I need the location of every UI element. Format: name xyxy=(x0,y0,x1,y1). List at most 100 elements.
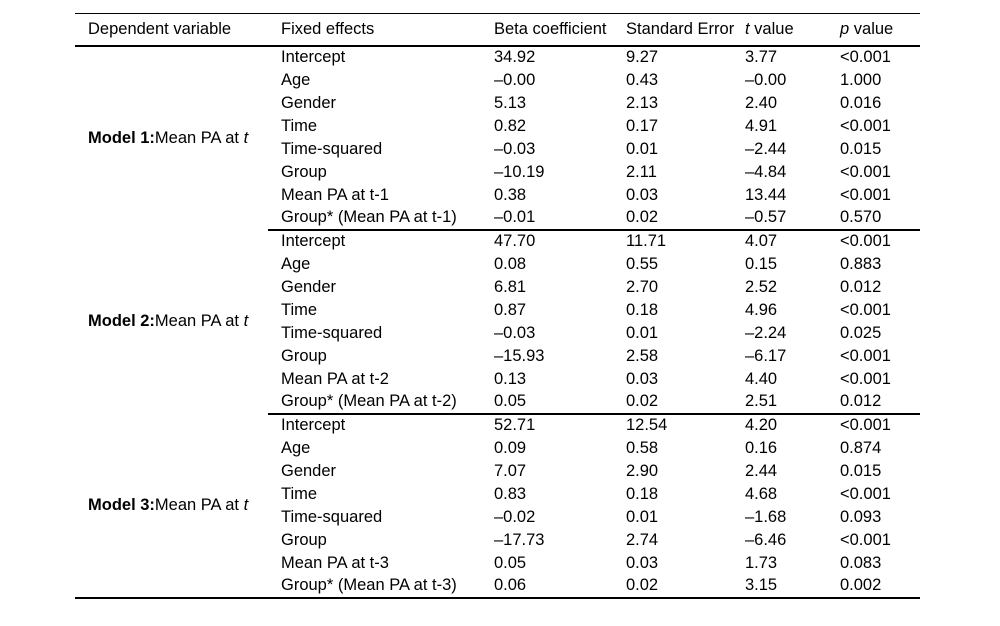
t-value-cell: 2.44 xyxy=(745,461,778,480)
fixed-effect-cell: Intercept xyxy=(268,412,481,437)
beta-cell: 7.07 xyxy=(494,461,527,480)
beta-cell: –17.73 xyxy=(494,530,545,549)
fixed-effect-cell: Time-squared xyxy=(281,323,383,342)
se-cell: 0.03 xyxy=(626,369,659,388)
se-cell: 0.02 xyxy=(626,208,659,226)
t-value-italic: t xyxy=(745,19,750,38)
beta-cell: 0.05 xyxy=(494,392,527,410)
se-cell: 2.74 xyxy=(626,530,659,549)
fixed-effect-cell: Gender xyxy=(281,461,337,480)
table-row: Time-squared –0.02 0.01 –1.68 0.093 xyxy=(75,506,920,529)
beta-cell: 47.70 xyxy=(481,228,613,253)
t-value-cell: 4.68 xyxy=(745,484,778,503)
fixed-effect-cell: Time-squared xyxy=(281,507,383,526)
t-value-cell: 4.20 xyxy=(732,412,827,437)
se-cell: 0.03 xyxy=(626,553,659,572)
fixed-effect-cell: Group* (Mean PA at t-3) xyxy=(281,576,457,594)
fixed-effect-cell: Time xyxy=(281,116,318,135)
se-cell: 0.03 xyxy=(626,185,659,204)
se-cell: 2.13 xyxy=(626,93,659,112)
fixed-effect-cell: Time xyxy=(281,484,318,503)
se-cell: 0.43 xyxy=(626,70,659,89)
col-header-p-value: p value xyxy=(827,13,920,47)
p-value-cell: <0.001 xyxy=(840,116,891,135)
table-row: Gender 5.13 2.13 2.40 0.016 xyxy=(75,92,920,115)
fixed-effect-cell: Intercept xyxy=(281,48,346,66)
table-row: Mean PA at t-3 0.05 0.03 1.73 0.083 xyxy=(75,552,920,575)
p-value-italic: p xyxy=(840,19,850,38)
beta-cell: –0.02 xyxy=(494,507,536,526)
fixed-effect-cell: Group* (Mean PA at t-1) xyxy=(281,208,457,226)
se-cell: 2.70 xyxy=(626,277,659,296)
table-row: Time 0.82 0.17 4.91 <0.001 xyxy=(75,115,920,138)
table-header: Dependent variable Fixed effects Beta co… xyxy=(75,13,920,47)
model-3-label: Model 3:Mean PA at t xyxy=(88,495,249,514)
table-row: Model 1:Mean PA at t Intercept 34.92 9.2… xyxy=(75,46,920,147)
fixed-effect-cell: Group xyxy=(281,530,327,549)
table-row: Model 2:Mean PA at t Intercept 47.70 11.… xyxy=(75,228,920,330)
model-2-block: Model 2:Mean PA at t Intercept 47.70 11.… xyxy=(75,228,920,414)
t-value-cell: 2.51 xyxy=(745,392,778,410)
beta-cell: 52.71 xyxy=(481,412,613,437)
se-cell: 0.02 xyxy=(626,576,659,594)
table-row: Time-squared –0.03 0.01 –2.24 0.025 xyxy=(75,322,920,345)
p-value-cell: 0.093 xyxy=(840,507,882,526)
p-value-cell: 0.012 xyxy=(840,277,882,296)
fixed-effect-cell: Age xyxy=(281,438,311,457)
beta-cell: 0.08 xyxy=(494,254,527,273)
table-row: Group* (Mean PA at t-2) 0.05 0.02 2.51 0… xyxy=(75,391,920,414)
p-value-cell: 0.016 xyxy=(840,93,882,112)
beta-cell: 5.13 xyxy=(494,93,527,112)
beta-cell: 0.87 xyxy=(494,300,527,319)
beta-cell: 0.38 xyxy=(494,185,527,204)
p-value-cell: 0.874 xyxy=(840,438,882,457)
fixed-effect-cell: Time-squared xyxy=(281,139,383,158)
t-value-rest: value xyxy=(749,19,794,38)
fixed-effect-cell: Mean PA at t-3 xyxy=(281,553,389,572)
beta-cell: 0.05 xyxy=(494,553,527,572)
beta-cell: –10.19 xyxy=(494,162,545,181)
model-1-label: Model 1:Mean PA at t xyxy=(88,128,249,147)
p-value-cell: <0.001 xyxy=(840,300,891,319)
table-row: Gender 7.07 2.90 2.44 0.015 xyxy=(75,460,920,483)
p-value-cell: <0.001 xyxy=(840,484,891,503)
t-value-cell: 0.15 xyxy=(745,254,778,273)
fixed-effect-cell: Mean PA at t-2 xyxy=(281,369,389,388)
p-value-cell: <0.001 xyxy=(840,369,891,388)
se-cell: 2.58 xyxy=(626,346,659,365)
t-value-cell: –4.84 xyxy=(745,162,787,181)
t-value-cell: –6.46 xyxy=(745,530,787,549)
table-row: Mean PA at t-1 0.38 0.03 13.44 <0.001 xyxy=(75,184,920,207)
se-cell: 12.54 xyxy=(613,412,732,437)
table-row: Age 0.08 0.55 0.15 0.883 xyxy=(75,253,920,276)
p-value-cell: <0.001 xyxy=(840,530,891,549)
col-header-dependent-variable: Dependent variable xyxy=(75,13,268,47)
table-row: Group –17.73 2.74 –6.46 <0.001 xyxy=(75,529,920,552)
p-value-cell: 0.570 xyxy=(840,208,882,226)
p-value-cell: 1.000 xyxy=(840,70,882,89)
fixed-effect-cell: Group xyxy=(281,346,327,365)
table-row: Age –0.00 0.43 –0.00 1.000 xyxy=(75,69,920,92)
table-row: Group* (Mean PA at t-3) 0.06 0.02 3.15 0… xyxy=(75,575,920,598)
t-value-cell: –0.00 xyxy=(745,70,787,89)
t-value-cell: 13.44 xyxy=(745,185,787,204)
t-value-cell: 4.96 xyxy=(745,300,778,319)
fixed-effect-cell: Time xyxy=(281,300,318,319)
se-cell: 0.02 xyxy=(626,392,659,410)
t-value-cell: –2.24 xyxy=(745,323,787,342)
p-value-cell: <0.001 xyxy=(840,48,891,66)
table-row: Group* (Mean PA at t-1) –0.01 0.02 –0.57… xyxy=(75,207,920,230)
fixed-effect-cell: Group xyxy=(281,162,327,181)
t-value-cell: 2.40 xyxy=(745,93,778,112)
fixed-effect-cell: Group* (Mean PA at t-2) xyxy=(281,392,457,410)
t-value-cell: 2.52 xyxy=(745,277,778,296)
header-row: Dependent variable Fixed effects Beta co… xyxy=(75,13,920,47)
table-row: Mean PA at t-2 0.13 0.03 4.40 <0.001 xyxy=(75,368,920,391)
beta-cell: –0.03 xyxy=(494,323,536,342)
t-value-cell: 1.73 xyxy=(745,553,778,572)
results-table: Dependent variable Fixed effects Beta co… xyxy=(75,13,920,599)
se-cell: 0.55 xyxy=(626,254,659,273)
table-row: Time 0.87 0.18 4.96 <0.001 xyxy=(75,299,920,322)
table-row: Time 0.83 0.18 4.68 <0.001 xyxy=(75,483,920,506)
beta-cell: 0.83 xyxy=(494,484,527,503)
